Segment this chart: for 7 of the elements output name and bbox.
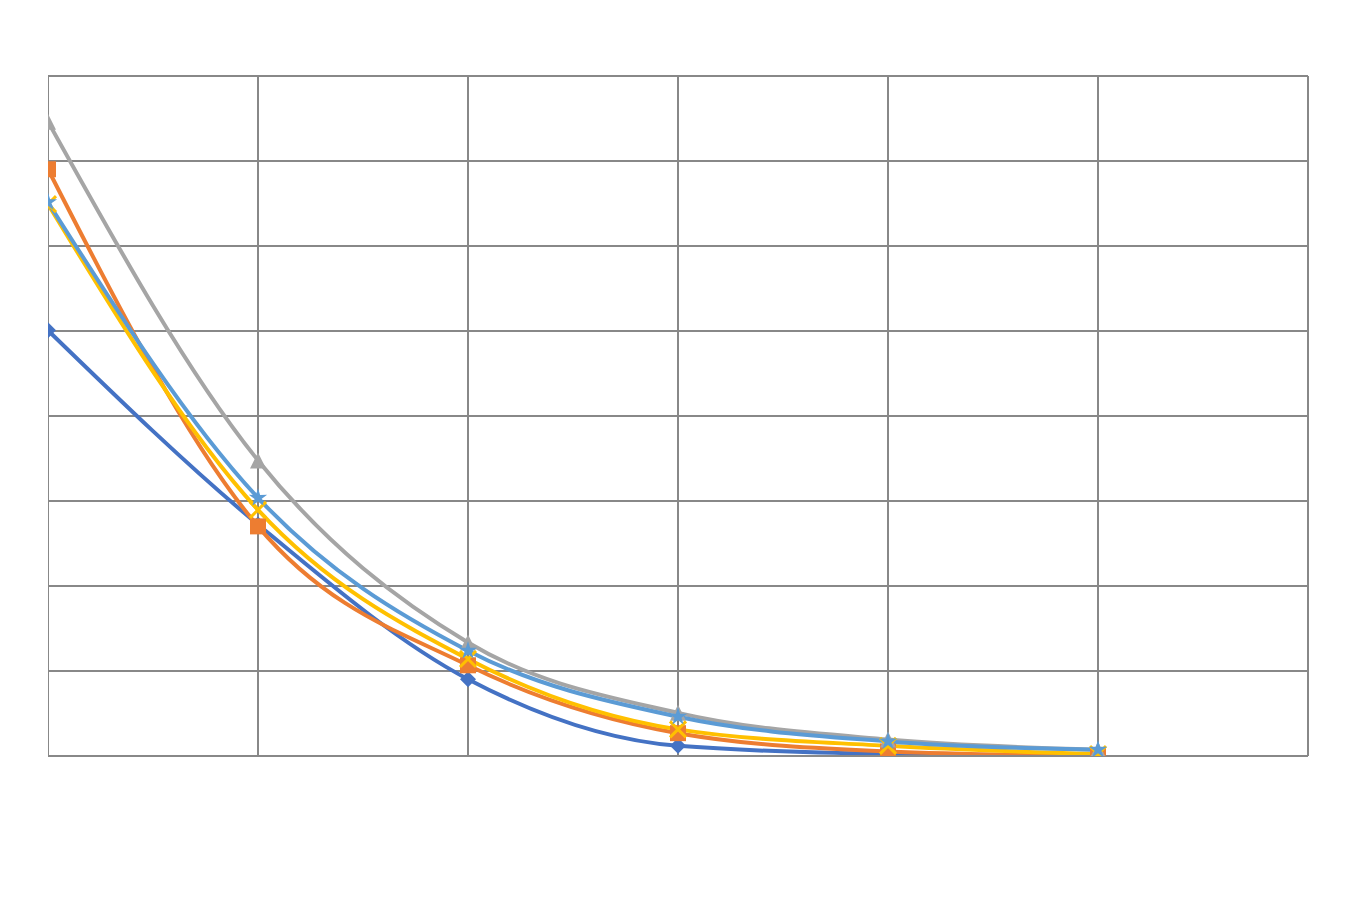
point — [460, 671, 476, 688]
point — [668, 719, 688, 739]
point — [250, 452, 266, 469]
point — [878, 736, 898, 756]
point — [248, 488, 268, 506]
point — [458, 649, 478, 669]
point — [458, 641, 478, 659]
